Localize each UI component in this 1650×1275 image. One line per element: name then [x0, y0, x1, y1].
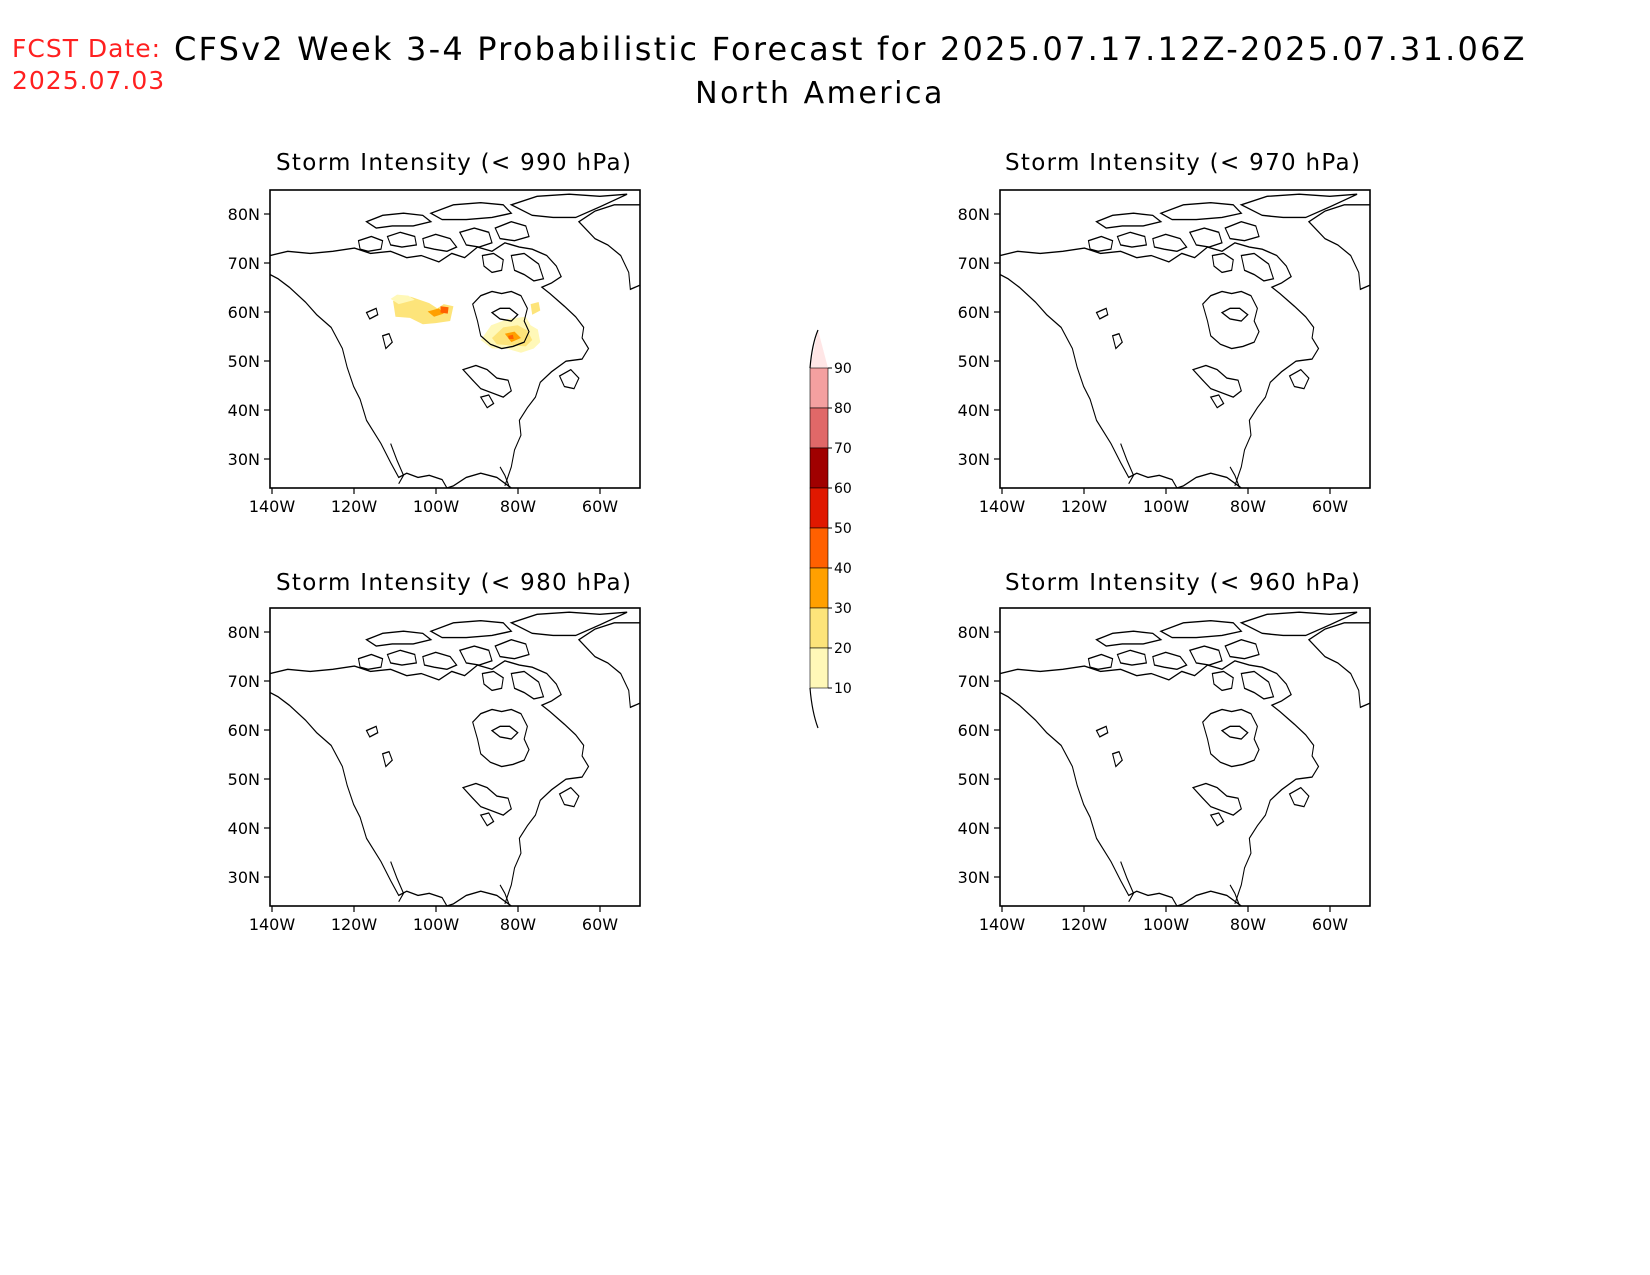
lat-tick-label: 60N — [228, 303, 260, 322]
lat-tick-label: 80N — [958, 623, 990, 642]
colorbar-legend: 90 80 70 60 50 40 30 20 10 — [809, 329, 852, 729]
lat-tick-label: 30N — [958, 868, 990, 887]
colorbar-level-label: 50 — [834, 521, 852, 537]
map-frame — [999, 189, 1371, 489]
lon-tick-label: 140W — [979, 915, 1026, 934]
lat-tick-label: 60N — [958, 303, 990, 322]
lon-tick-label: 60W — [582, 915, 618, 934]
lat-tick-label: 30N — [228, 450, 260, 469]
lat-tick-label: 40N — [228, 819, 260, 838]
lat-tick-label: 60N — [228, 721, 260, 740]
lat-tick-label: 30N — [228, 868, 260, 887]
region-subtitle: North America — [695, 76, 945, 111]
coastline — [1000, 193, 1370, 488]
map-frame — [999, 607, 1371, 907]
coastline — [270, 611, 640, 906]
colorbar-swatch — [809, 607, 829, 649]
lat-tick-label: 70N — [958, 254, 990, 273]
lon-tick-label: 100W — [1143, 497, 1190, 516]
lon-tick-label: 80W — [500, 915, 536, 934]
lat-tick-label: 60N — [958, 721, 990, 740]
colorbar-level-label: 90 — [834, 361, 852, 377]
lon-tick-label: 120W — [1061, 497, 1108, 516]
panel-title: Storm Intensity (< 960 hPa) — [1005, 570, 1362, 596]
map-plot-970: 80N 70N 60N 50N 40N 30N 140W 120W 100W 80W 60W — [958, 189, 1371, 516]
panel-title: Storm Intensity (< 990 hPa) — [276, 150, 633, 176]
colorbar-level-label: 30 — [834, 601, 852, 617]
lon-tick-label: 140W — [249, 497, 296, 516]
lon-tick-label: 100W — [413, 497, 460, 516]
colorbar-top-arrow — [810, 330, 828, 368]
probability-shading — [390, 294, 541, 353]
map-plot-980: 80N 70N 60N 50N 40N 30N 140W 120W 100W 80W 60W — [228, 607, 641, 934]
lat-tick-label: 40N — [958, 401, 990, 420]
fcst-date-value: 2025.07.03 — [12, 66, 166, 95]
panel-title: Storm Intensity (< 980 hPa) — [276, 570, 633, 596]
map-plot-990: 80N 70N 60N 50N 40N 30N 140W 120W 100W 80W 60W — [228, 189, 641, 516]
lat-tick-label: 70N — [228, 254, 260, 273]
lon-tick-label: 120W — [331, 915, 378, 934]
lon-tick-label: 60W — [582, 497, 618, 516]
fcst-date-label: FCST Date: — [12, 34, 162, 63]
panel-title: Storm Intensity (< 970 hPa) — [1005, 150, 1362, 176]
main-title: CFSv2 Week 3-4 Probabilistic Forecast fo… — [174, 30, 1527, 68]
colorbar-swatch — [809, 367, 829, 409]
lat-tick-label: 70N — [228, 672, 260, 691]
lon-tick-label: 80W — [1230, 497, 1266, 516]
lon-tick-label: 80W — [500, 497, 536, 516]
lon-tick-label: 100W — [413, 915, 460, 934]
colorbar-swatch — [809, 567, 829, 609]
lon-tick-label: 140W — [249, 915, 296, 934]
lat-tick-label: 30N — [958, 450, 990, 469]
colorbar-level-label: 40 — [834, 561, 852, 577]
lon-tick-label: 60W — [1312, 497, 1348, 516]
lat-tick-label: 80N — [228, 205, 260, 224]
lat-tick-label: 80N — [958, 205, 990, 224]
coastline — [1000, 611, 1370, 906]
lon-tick-label: 140W — [979, 497, 1026, 516]
colorbar-level-label: 10 — [834, 681, 852, 697]
lat-tick-label: 40N — [228, 401, 260, 420]
colorbar-level-label: 70 — [834, 441, 852, 457]
lat-tick-label: 50N — [958, 770, 990, 789]
colorbar-level-label: 20 — [834, 641, 852, 657]
lat-tick-label: 50N — [228, 770, 260, 789]
colorbar-swatch — [809, 447, 829, 489]
lat-tick-label: 70N — [958, 672, 990, 691]
colorbar-swatch — [809, 487, 829, 529]
map-frame — [269, 607, 641, 907]
lon-tick-label: 80W — [1230, 915, 1266, 934]
lon-tick-label: 120W — [1061, 915, 1108, 934]
lon-tick-label: 60W — [1312, 915, 1348, 934]
colorbar-level-label: 80 — [834, 401, 852, 417]
map-plot-960: 80N 70N 60N 50N 40N 30N 140W 120W 100W 80W 60W — [958, 607, 1371, 934]
colorbar-swatch — [809, 527, 829, 569]
lat-tick-label: 80N — [228, 623, 260, 642]
colorbar-swatch — [809, 647, 829, 689]
map-frame — [269, 189, 641, 489]
lon-tick-label: 120W — [331, 497, 378, 516]
lat-tick-label: 50N — [958, 352, 990, 371]
colorbar-swatch — [809, 407, 829, 449]
lat-tick-label: 50N — [228, 352, 260, 371]
lon-tick-label: 100W — [1143, 915, 1190, 934]
lat-tick-label: 40N — [958, 819, 990, 838]
colorbar-level-label: 60 — [834, 481, 852, 497]
coastline — [270, 193, 640, 488]
